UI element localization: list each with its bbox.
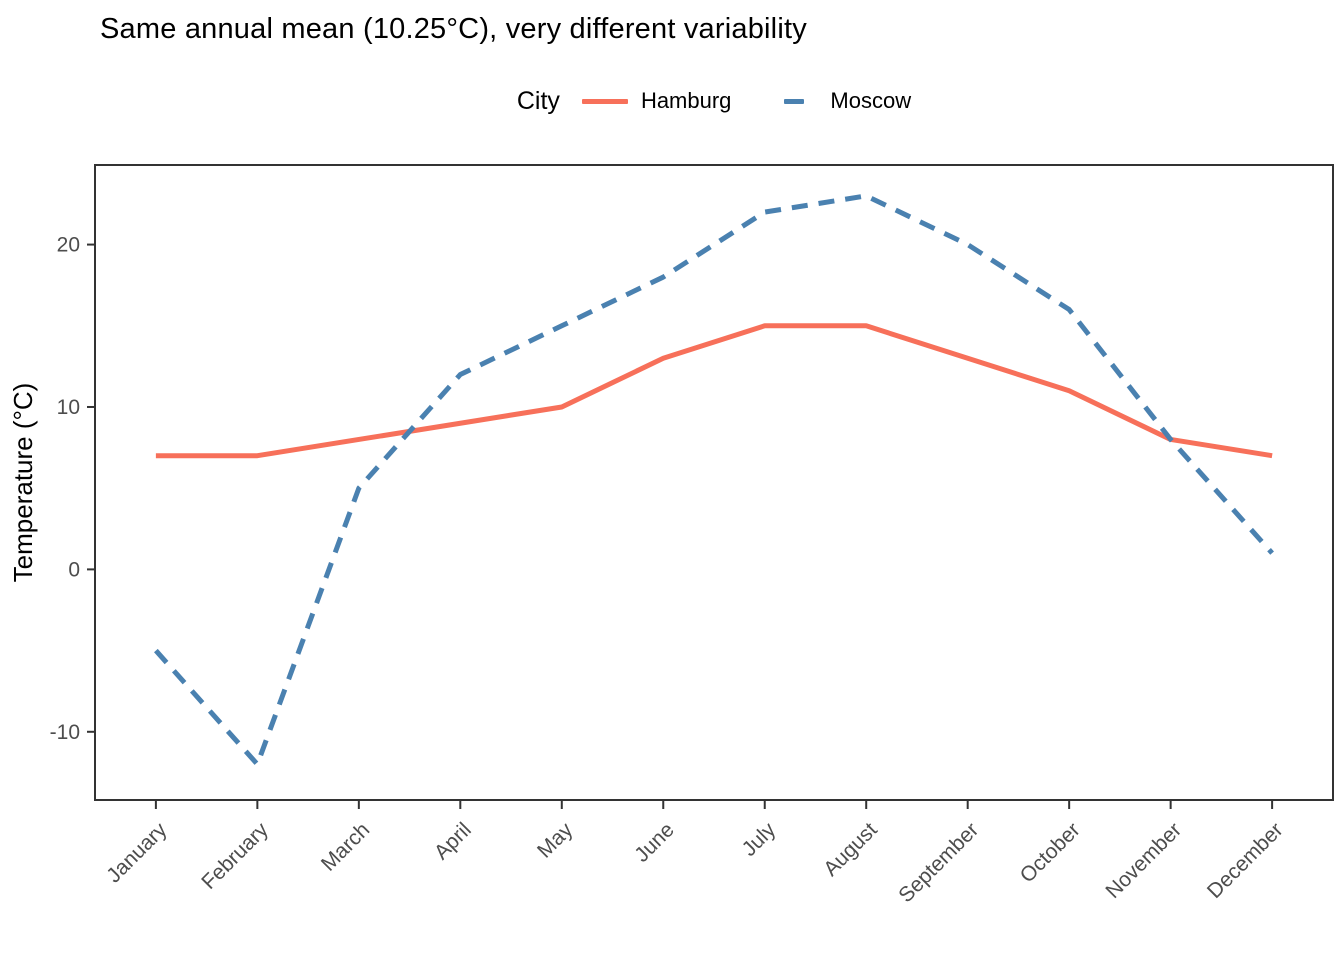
x-axis-tick-label: December: [1203, 818, 1288, 903]
legend-title: City: [516, 86, 560, 115]
x-axis-tick-label: February: [197, 818, 273, 894]
x-axis-tick-label: July: [738, 818, 781, 861]
y-axis-tick-label: 20: [57, 234, 80, 257]
x-axis-tick-label: May: [533, 818, 578, 863]
y-axis-tick-label: 10: [57, 396, 80, 419]
hamburg-line-key-icon: [581, 89, 628, 113]
hamburg-key-swatch: [581, 98, 628, 104]
moscow-line: [154, 193, 1274, 767]
legend-item-moscow: Moscow: [771, 88, 911, 114]
legend-label-hamburg: Hamburg: [640, 88, 732, 113]
x-axis-tick-label: April: [430, 818, 476, 864]
x-axis-tick-label: June: [630, 818, 678, 866]
x-axis-tick-label: October: [1016, 818, 1085, 887]
x-axis-tick-label: November: [1101, 818, 1186, 903]
y-axis-tick-label: 0: [68, 558, 80, 581]
x-axis-tick-label: March: [317, 818, 375, 876]
y-axis-tick-label: -10: [50, 721, 80, 744]
panel-border: [94, 164, 1334, 801]
legend-label-moscow: Moscow: [830, 88, 912, 113]
legend: City Hamburg Moscow: [95, 82, 1333, 120]
y-axis-title: Temperature (°C): [8, 383, 38, 583]
hamburg-line: [155, 323, 1273, 459]
chart-title: Same annual mean (10.25°C), very differe…: [100, 13, 807, 45]
moscow-key-swatch: [784, 98, 805, 104]
x-axis-tick-label: January: [102, 818, 171, 887]
moscow-dash-key-icon: [771, 89, 817, 113]
legend-item-hamburg: Hamburg: [581, 88, 732, 114]
x-axis-tick-label: September: [894, 818, 983, 907]
x-axis-tick-label: August: [819, 818, 882, 881]
